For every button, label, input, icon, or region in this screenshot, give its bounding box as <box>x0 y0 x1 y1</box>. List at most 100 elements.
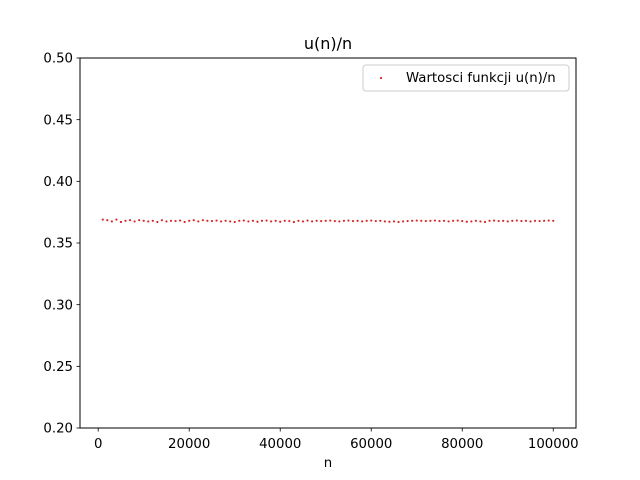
data-point <box>224 219 227 222</box>
data-point <box>406 219 409 223</box>
plot-area-frame <box>79 57 577 429</box>
data-point <box>470 220 473 223</box>
data-point <box>197 220 200 223</box>
data-point <box>538 219 541 223</box>
data-point <box>347 219 350 222</box>
data-point <box>279 220 282 223</box>
x-tick-label: 80000 <box>441 437 483 452</box>
legend-label: Wartosci funkcji u(n)/n <box>406 71 556 86</box>
data-point <box>488 219 491 222</box>
data-point <box>474 219 477 222</box>
data-point <box>179 219 182 222</box>
data-point <box>415 219 418 222</box>
data-point <box>429 219 432 222</box>
x-axis-ticks: 0 20000 40000 60000 80000 100000 <box>94 428 579 452</box>
data-point <box>333 219 336 223</box>
data-point <box>338 220 341 223</box>
data-point <box>283 219 286 222</box>
data-point <box>169 219 173 222</box>
data-point <box>397 220 400 224</box>
data-point <box>265 219 268 222</box>
data-point <box>411 219 414 222</box>
data-point <box>215 219 218 222</box>
y-tick-label: 0.45 <box>43 113 73 128</box>
data-point <box>151 219 154 222</box>
data-point <box>492 219 496 222</box>
data-point <box>315 219 318 222</box>
data-point <box>342 219 346 222</box>
data-point <box>447 220 450 223</box>
data-point <box>392 220 396 223</box>
x-tick-label: 100000 <box>528 437 579 452</box>
y-tick-label: 0.25 <box>43 360 73 375</box>
data-point <box>110 220 113 223</box>
data-point <box>506 220 509 223</box>
data-point <box>401 220 405 223</box>
data-point <box>529 220 532 223</box>
data-point <box>370 219 373 222</box>
data-point <box>524 219 528 222</box>
data-point <box>206 219 209 222</box>
data-point <box>452 219 455 222</box>
data-point <box>297 219 300 222</box>
data-point <box>520 219 523 223</box>
y-tick-label: 0.30 <box>43 298 73 313</box>
data-point <box>229 220 232 223</box>
data-point <box>192 219 195 222</box>
legend-marker <box>379 76 383 80</box>
data-point <box>552 219 555 222</box>
data-point <box>101 218 104 221</box>
y-tick-label: 0.50 <box>43 52 73 67</box>
data-point <box>288 219 291 223</box>
data-point <box>106 219 109 222</box>
data-point <box>442 219 446 222</box>
data-point <box>461 219 464 223</box>
data-point <box>351 219 355 223</box>
x-tick-label: 40000 <box>259 437 301 452</box>
data-point <box>306 219 309 222</box>
data-point <box>160 219 164 222</box>
data-point <box>260 219 264 222</box>
data-point <box>379 219 382 222</box>
data-point <box>310 220 314 223</box>
legend: Wartosci funkcji u(n)/n <box>362 64 570 92</box>
data-point <box>374 219 377 223</box>
data-point <box>301 220 305 223</box>
y-tick-label: 0.35 <box>43 237 73 252</box>
data-point <box>119 220 123 224</box>
data-point <box>356 219 359 222</box>
data-point <box>133 220 136 223</box>
data-point <box>420 219 423 222</box>
data-point <box>256 220 259 223</box>
data-point <box>547 219 550 222</box>
data-point <box>438 219 441 223</box>
data-point <box>128 219 132 222</box>
data-point <box>329 219 332 222</box>
data-point <box>201 219 204 222</box>
data-point <box>147 220 150 223</box>
data-point <box>188 219 191 222</box>
data-point <box>383 220 386 223</box>
data-point <box>274 219 277 222</box>
data-point <box>320 219 323 223</box>
y-tick-label: 0.20 <box>43 422 73 437</box>
data-point <box>479 220 482 223</box>
data-points <box>101 218 555 224</box>
data-point <box>365 219 368 222</box>
chart-title: u(n)/n <box>304 34 352 53</box>
data-point <box>174 219 177 223</box>
data-point <box>511 219 514 222</box>
x-tick-label: 60000 <box>350 437 392 452</box>
data-point <box>242 219 245 222</box>
data-point <box>247 220 250 223</box>
data-point <box>292 220 295 224</box>
data-point <box>324 219 327 222</box>
data-point <box>270 220 273 223</box>
data-point <box>502 219 505 222</box>
x-tick-label: 0 <box>94 437 102 452</box>
data-point <box>361 220 364 223</box>
y-tick-label: 0.40 <box>43 175 73 190</box>
data-point <box>219 220 223 223</box>
data-point <box>497 219 500 223</box>
